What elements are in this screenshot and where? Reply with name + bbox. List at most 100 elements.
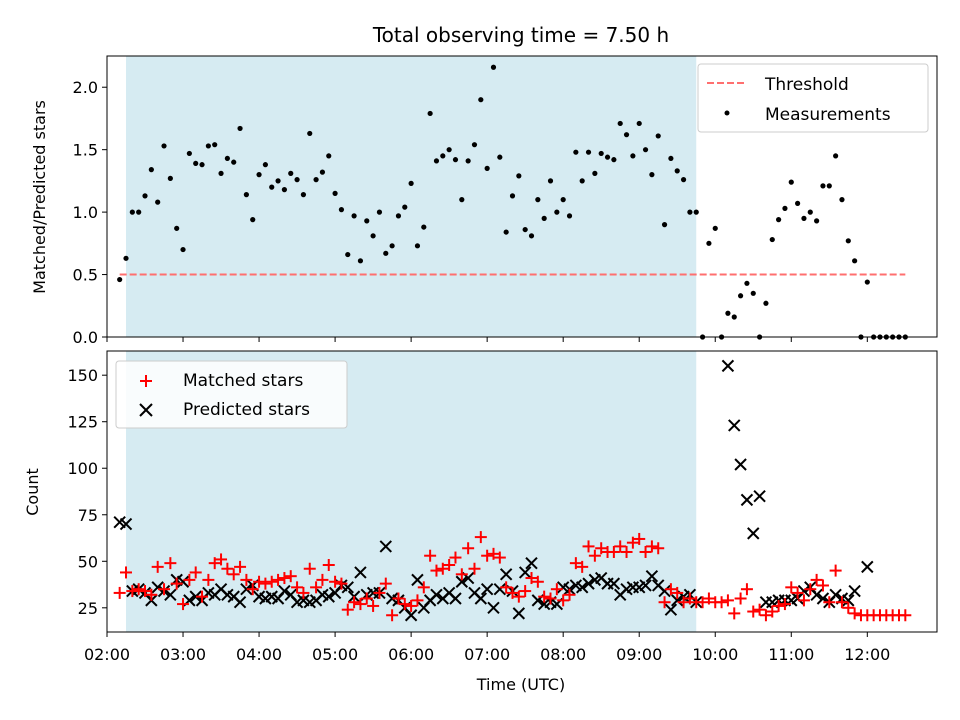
matched-stars-point xyxy=(240,573,253,586)
matched-stars-point xyxy=(145,588,158,601)
predicted-stars-point xyxy=(499,568,513,581)
matched-stars-point xyxy=(620,545,633,558)
matched-stars-point xyxy=(215,553,228,566)
marker-stroke xyxy=(455,575,469,588)
top-legend: Threshold Measurements xyxy=(697,63,929,133)
measurement-point xyxy=(839,197,845,203)
measurement-point xyxy=(541,215,547,221)
x-tick-label: 03:00 xyxy=(160,645,206,664)
marker-stroke xyxy=(385,592,399,605)
matched-stars-point xyxy=(234,560,247,573)
matched-stars-point xyxy=(702,592,715,605)
matched-stars-point xyxy=(164,557,177,570)
top-legend-box xyxy=(697,63,929,133)
matched-stars-point xyxy=(538,590,551,603)
y-tick-label: 0.0 xyxy=(73,328,98,347)
measurement-point xyxy=(471,142,478,148)
measurement-point xyxy=(712,225,718,231)
matched-stars-point xyxy=(265,575,278,588)
predicted-stars-point xyxy=(747,527,760,540)
predicted-stars-point xyxy=(119,517,133,531)
marker-stroke xyxy=(480,582,494,596)
predicted-stars-point xyxy=(189,590,202,603)
y-tick-label: 2.0 xyxy=(73,78,98,97)
y-tick-label: 150 xyxy=(67,366,98,385)
measurement-point xyxy=(237,125,243,132)
marker-stroke xyxy=(525,556,538,570)
measurement-point xyxy=(661,222,668,228)
measurement-point xyxy=(376,209,383,215)
matched-stars-point xyxy=(227,568,240,581)
measurement-point xyxy=(852,258,858,264)
matched-stars-point xyxy=(139,585,152,598)
measurement-point xyxy=(535,197,541,203)
measurement-point xyxy=(243,192,249,198)
matched-stars-point xyxy=(120,566,133,579)
matched-stars-point xyxy=(151,560,164,573)
marker-stroke xyxy=(449,592,462,605)
measurement-point xyxy=(592,170,598,176)
measurement-point xyxy=(224,155,230,162)
x-tick-label: 07:00 xyxy=(464,645,510,664)
marker-stroke xyxy=(797,584,811,598)
measurement-point xyxy=(788,179,794,185)
matched-stars-point xyxy=(341,603,354,616)
matched-stars-point xyxy=(645,540,658,553)
matched-stars-point xyxy=(715,596,728,609)
predicted-stars-point xyxy=(487,601,500,615)
matched-stars-point xyxy=(696,596,709,609)
matched-stars-point xyxy=(582,540,595,553)
measurement-point xyxy=(503,229,509,235)
matched-stars-point xyxy=(531,575,544,588)
measurement-point xyxy=(617,120,623,127)
matched-stars-point xyxy=(658,596,671,609)
matched-stars-point xyxy=(804,583,817,596)
measurement-point xyxy=(446,147,452,153)
x-tick-label: 02:00 xyxy=(84,645,130,664)
marker-stroke xyxy=(240,582,253,596)
measurement-point xyxy=(433,158,440,164)
marker-stroke xyxy=(499,568,513,581)
marker-stroke xyxy=(740,493,754,507)
matched-stars-point xyxy=(842,601,855,614)
marker-stroke xyxy=(861,560,874,574)
measurement-point xyxy=(199,162,205,168)
measurement-point xyxy=(338,207,345,213)
matched-stars-point xyxy=(785,581,798,594)
marker-stroke xyxy=(411,573,424,587)
matched-stars-point xyxy=(519,585,532,598)
measurement-point xyxy=(256,172,262,178)
marker-stroke xyxy=(639,579,652,592)
measurement-point xyxy=(566,213,573,219)
predicted-stars-point xyxy=(671,594,684,607)
matched-stars-point xyxy=(158,583,171,596)
matched-stars-point xyxy=(177,598,190,611)
predicted-stars-point xyxy=(449,592,462,605)
measurement-point xyxy=(668,155,674,162)
bottom-x-ticks: 02:00 03:00 04:00 05:00 06:00 07:00 08:00 09:00… xyxy=(84,632,890,664)
predicted-stars-point xyxy=(861,560,874,574)
matched-stars-point xyxy=(284,570,297,583)
measurement-point xyxy=(383,250,389,256)
matched-stars-point xyxy=(835,596,848,609)
marker-stroke xyxy=(664,603,678,616)
predicted-stars-point xyxy=(740,493,754,507)
matched-stars-point xyxy=(734,592,747,605)
matched-stars-point xyxy=(569,557,582,570)
matched-stars-point xyxy=(367,599,380,612)
matched-stars-point xyxy=(778,598,791,611)
matched-stars-point xyxy=(829,564,842,577)
measurement-point xyxy=(782,205,788,211)
measurement-point xyxy=(674,168,680,174)
measurement-point xyxy=(560,197,566,203)
marker-stroke xyxy=(658,584,671,598)
matched-stars-point xyxy=(196,590,209,603)
measurement-point xyxy=(402,204,408,210)
matched-stars-point xyxy=(405,599,418,612)
measurement-point xyxy=(459,197,465,203)
matched-stars-point xyxy=(291,581,304,594)
measurement-point xyxy=(313,177,319,183)
measurement-point xyxy=(585,149,592,155)
matched-stars-point xyxy=(677,596,690,609)
